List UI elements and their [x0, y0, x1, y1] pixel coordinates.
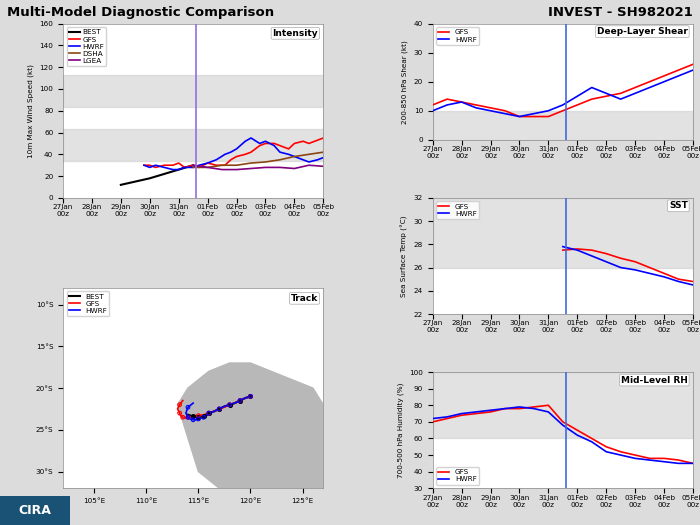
- Text: CIRA: CIRA: [19, 504, 51, 517]
- Point: [183, 403, 194, 412]
- Bar: [63, 75, 323, 108]
- Point: [234, 396, 246, 405]
- Point: [245, 392, 256, 401]
- Y-axis label: 700-500 hPa Humidity (%): 700-500 hPa Humidity (%): [397, 383, 403, 478]
- Point: [224, 401, 235, 409]
- Legend: BEST, GFS, HWRF, DSHA, LGEA: BEST, GFS, HWRF, DSHA, LGEA: [66, 27, 106, 66]
- Point: [188, 416, 199, 424]
- Point: [214, 405, 225, 413]
- Point: [198, 413, 209, 422]
- Point: [198, 412, 209, 420]
- Point: [183, 413, 194, 422]
- Bar: [433, 198, 693, 268]
- Point: [234, 396, 246, 405]
- Point: [203, 409, 214, 417]
- Point: [224, 401, 235, 409]
- Legend: GFS, HWRF: GFS, HWRF: [436, 202, 479, 219]
- Text: Multi-Model Diagnostic Comparison: Multi-Model Diagnostic Comparison: [7, 6, 274, 19]
- Point: [203, 409, 214, 417]
- Point: [193, 412, 204, 420]
- Point: [214, 405, 225, 413]
- Text: Mid-Level RH: Mid-Level RH: [621, 375, 688, 385]
- Y-axis label: 200-850 hPa Shear (kt): 200-850 hPa Shear (kt): [402, 40, 408, 123]
- Point: [174, 401, 186, 409]
- Text: Track: Track: [291, 294, 318, 303]
- Point: [203, 409, 214, 417]
- Point: [174, 409, 186, 417]
- Point: [177, 413, 188, 422]
- Point: [224, 401, 235, 409]
- Point: [183, 413, 194, 422]
- Text: Intensity: Intensity: [272, 29, 318, 38]
- Legend: GFS, HWRF: GFS, HWRF: [436, 27, 479, 45]
- Text: INVEST - SH982021: INVEST - SH982021: [548, 6, 693, 19]
- Legend: BEST, GFS, HWRF: BEST, GFS, HWRF: [66, 291, 109, 316]
- Bar: [433, 372, 693, 438]
- Point: [245, 392, 256, 401]
- Y-axis label: Sea Surface Temp (°C): Sea Surface Temp (°C): [401, 215, 408, 297]
- Legend: GFS, HWRF: GFS, HWRF: [436, 467, 479, 485]
- Text: Deep-Layer Shear: Deep-Layer Shear: [597, 27, 688, 36]
- Bar: [433, 111, 693, 140]
- Point: [193, 413, 204, 422]
- Y-axis label: 10m Max Wind Speed (kt): 10m Max Wind Speed (kt): [27, 64, 34, 158]
- Bar: [63, 129, 323, 161]
- Point: [245, 392, 256, 401]
- Point: [193, 415, 204, 423]
- Polygon shape: [178, 363, 323, 505]
- Text: SST: SST: [669, 202, 688, 211]
- Point: [214, 405, 225, 413]
- Point: [188, 412, 199, 421]
- Point: [234, 396, 246, 405]
